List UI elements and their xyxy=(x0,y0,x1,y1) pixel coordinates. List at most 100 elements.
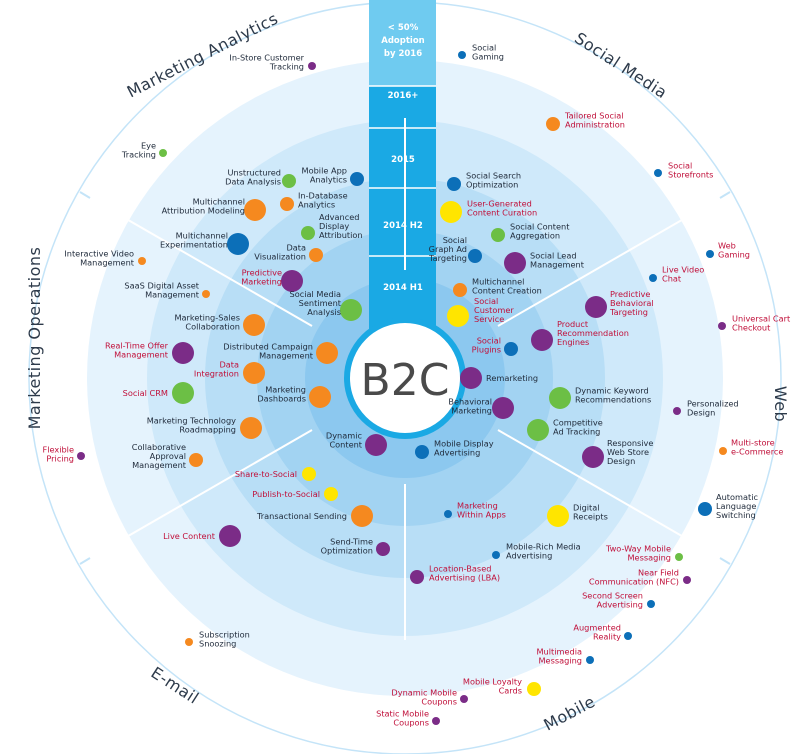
item-label-augmented-reality: Augmented Reality xyxy=(573,623,621,642)
item-dot-live-video-chat xyxy=(649,274,657,282)
divider-outer-1 xyxy=(719,191,731,199)
item-label-advanced-display-attribution: Advanced Display Attribution xyxy=(319,212,363,240)
item-label-near-field-communication-nfc: Near Field Communication (NFC) xyxy=(589,568,679,587)
item-dot-automatic-language-switching xyxy=(698,502,712,516)
item-dot-transactional-sending xyxy=(351,505,373,527)
item-dot-product-recommendation-engines xyxy=(531,329,553,351)
item-mobile-rich-media-advertising: Mobile-Rich Media Advertising xyxy=(492,542,581,561)
item-label-social-customer-service: Social Customer Service xyxy=(474,296,514,324)
item-label-data-visualization: Data Visualization xyxy=(254,243,306,262)
item-label-marketing-dashboards: Marketing Dashboards xyxy=(257,385,306,404)
item-label-universal-cart-checkout: Universal Cart Checkout xyxy=(732,314,791,333)
divider-social-web xyxy=(497,197,721,327)
divider-email-ops xyxy=(89,429,313,559)
segment-web: Web xyxy=(771,386,790,422)
adoption-band: < 50% Adoption by 2016 2016+ 2015 2014 H… xyxy=(369,0,436,348)
item-dot-behavioral-marketing xyxy=(492,397,514,419)
item-label-mobile-app-analytics: Mobile App Analytics xyxy=(302,166,347,185)
band-label-adoption-2: Adoption xyxy=(381,36,424,46)
item-dot-data-integration xyxy=(243,362,265,384)
item-dot-responsive-web-store-design xyxy=(582,446,604,468)
item-label-tailored-social-administration: Tailored Social Administration xyxy=(564,111,625,130)
item-dot-send-time-optimization xyxy=(376,542,390,556)
item-label-publish-to-social: Publish-to-Social xyxy=(252,489,320,499)
item-dot-multichannel-experimentation xyxy=(227,233,249,255)
item-dot-location-based-advertising-lba xyxy=(410,570,424,584)
item-unstructured-data-analysis: Unstructured Data Analysis xyxy=(225,168,296,188)
item-dot-social-gaming xyxy=(458,51,466,59)
item-dot-social-crm xyxy=(172,382,194,404)
item-label-live-video-chat: Live Video Chat xyxy=(662,265,704,284)
item-subscription-snoozing: Subscription Snoozing xyxy=(185,630,250,649)
item-label-unstructured-data-analysis: Unstructured Data Analysis xyxy=(225,168,281,187)
item-collaborative-approval-management: Collaborative Approval Management xyxy=(132,442,203,470)
item-universal-cart-checkout: Universal Cart Checkout xyxy=(718,314,791,333)
band-label-2014-h2: 2014 H2 xyxy=(383,221,423,231)
item-dot-dynamic-content xyxy=(365,434,387,456)
item-label-marketing-sales-collaboration: Marketing-Sales Collaboration xyxy=(174,313,240,332)
item-label-social-lead-management: Social Lead Management xyxy=(530,251,585,270)
item-second-screen-advertising: Second Screen Advertising xyxy=(582,591,655,610)
item-label-predictive-behavioral-targeting: Predictive Behavioral Targeting xyxy=(609,289,654,317)
item-label-in-store-customer-tracking: In-Store Customer Tracking xyxy=(229,53,304,72)
item-social-crm: Social CRM xyxy=(123,382,194,404)
item-label-multichannel-content-creation: Multichannel Content Creation xyxy=(472,277,542,296)
item-dot-distributed-campaign-management xyxy=(316,342,338,364)
item-dot-multichannel-attribution-modeling xyxy=(244,199,266,221)
item-dot-marketing-dashboards xyxy=(309,386,331,408)
item-predictive-marketing: Predictive Marketing xyxy=(241,268,303,292)
item-static-mobile-coupons: Static Mobile Coupons xyxy=(376,709,440,728)
item-label-multi-store-e-commerce: Multi-store e-Commerce xyxy=(731,438,783,457)
item-marketing-sales-collaboration: Marketing-Sales Collaboration xyxy=(174,313,265,336)
item-label-responsive-web-store-design: Responsive Web Store Design xyxy=(607,438,653,466)
item-interactive-video-management: Interactive Video Management xyxy=(64,249,146,268)
item-label-personalized-design: Personalized Design xyxy=(687,399,739,418)
item-dot-saas-digital-asset-management xyxy=(202,290,210,298)
technology-items: In-Store Customer Tracking Eye Tracking Unst… xyxy=(42,43,790,728)
item-label-data-integration: Data Integration xyxy=(194,360,239,379)
segment-mobile: Mobile xyxy=(540,692,598,735)
item-label-dynamic-content: Dynamic Content xyxy=(326,431,363,450)
item-social-plugins: Social Plugins xyxy=(472,336,518,356)
item-label-social-graph-ad-targeting: Social Graph Ad Targeting xyxy=(428,235,467,263)
item-dot-subscription-snoozing xyxy=(185,638,193,646)
item-saas-digital-asset-management: SaaS Digital Asset Management xyxy=(124,281,210,300)
item-dot-flexible-pricing xyxy=(77,452,85,460)
item-two-way-mobile-messaging: Two-Way Mobile Messaging xyxy=(605,544,683,563)
item-product-recommendation-engines: Product Recommendation Engines xyxy=(531,319,629,351)
item-label-social-content-aggregation: Social Content Aggregation xyxy=(510,222,570,241)
item-real-time-offer-management: Real-Time Offer Management xyxy=(105,341,194,364)
item-automatic-language-switching: Automatic Language Switching xyxy=(698,492,758,520)
item-label-competitive-ad-tracking: Competitive Ad Tracking xyxy=(553,418,603,437)
item-dot-tailored-social-administration xyxy=(546,117,560,131)
item-dot-social-lead-management xyxy=(504,252,526,274)
item-dot-mobile-app-analytics xyxy=(350,172,364,186)
item-label-user-generated-content-curation: User-Generated Content Curation xyxy=(467,199,537,218)
item-label-multichannel-experimentation: Multichannel Experimentation xyxy=(160,231,228,250)
item-label-social-search-optimization: Social Search Optimization xyxy=(466,171,521,190)
item-multichannel-content-creation: Multichannel Content Creation xyxy=(453,277,542,297)
item-label-digital-receipts: Digital Receipts xyxy=(573,503,608,522)
item-label-dynamic-mobile-coupons: Dynamic Mobile Coupons xyxy=(391,688,457,707)
band-top-cap xyxy=(369,0,436,86)
item-label-multimedia-messaging: Multimedia Messaging xyxy=(536,647,582,666)
band-label-adoption-3: by 2016 xyxy=(384,49,422,59)
band-label-2016-plus: 2016+ xyxy=(388,91,419,101)
item-multichannel-attribution-modeling: Multichannel Attribution Modeling xyxy=(162,197,266,221)
item-in-database-analytics: In-Database Analytics xyxy=(280,191,348,211)
item-dot-multi-store-e-commerce xyxy=(719,447,727,455)
item-label-social-gaming: Social Gaming xyxy=(472,43,504,62)
item-label-marketing-within-apps: Marketing Within Apps xyxy=(457,501,506,520)
item-location-based-advertising-lba: Location-Based Advertising (LBA) xyxy=(410,564,500,584)
divider-outer-2 xyxy=(719,557,731,565)
item-dot-dynamic-keyword-recommendations xyxy=(549,387,571,409)
item-near-field-communication-nfc: Near Field Communication (NFC) xyxy=(589,568,691,587)
band-label-2015: 2015 xyxy=(391,155,415,165)
item-social-storefronts: Social Storefronts xyxy=(654,161,713,180)
item-social-customer-service: Social Customer Service xyxy=(447,296,514,327)
item-label-distributed-campaign-management: Distributed Campaign Management xyxy=(223,342,314,361)
item-eye-tracking: Eye Tracking xyxy=(121,141,167,160)
item-dot-data-visualization xyxy=(309,248,323,262)
item-mobile-app-analytics: Mobile App Analytics xyxy=(302,166,364,186)
